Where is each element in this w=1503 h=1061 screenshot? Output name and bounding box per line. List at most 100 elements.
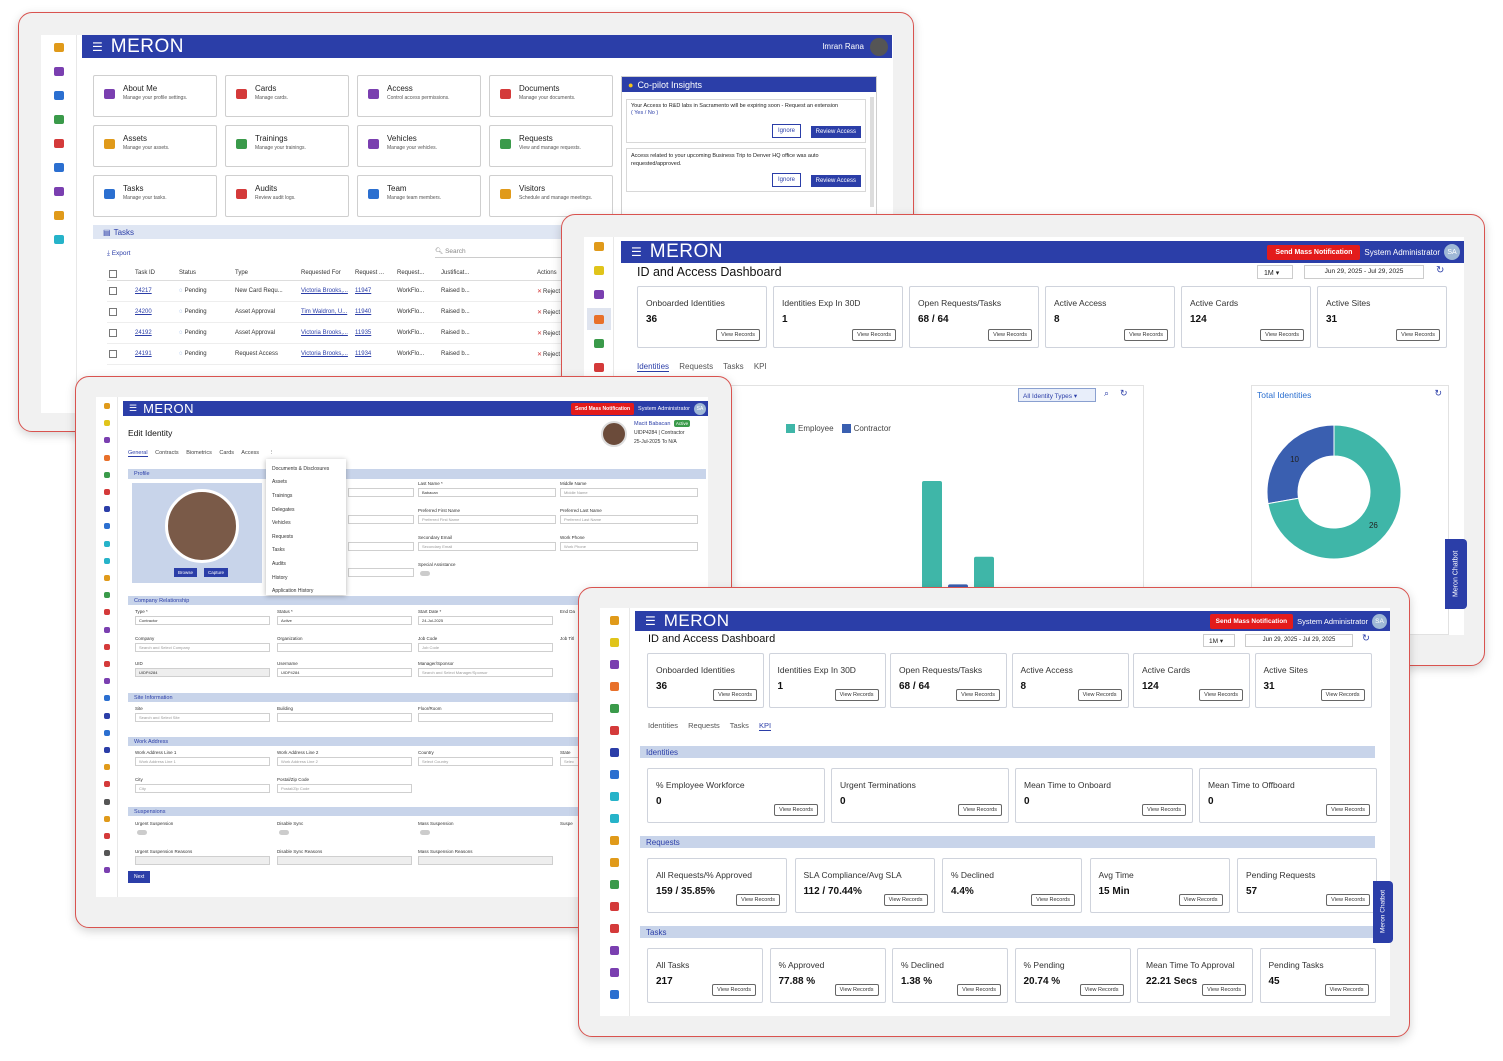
nav-icon[interactable]: [104, 609, 110, 616]
gender-select[interactable]: [348, 515, 414, 524]
view-records-button[interactable]: View Records: [1326, 804, 1370, 816]
nav-icon[interactable]: [104, 747, 110, 753]
menu-icon[interactable]: ☰: [631, 245, 642, 259]
cell-id[interactable]: 24191: [135, 351, 152, 357]
tab-contracts[interactable]: Contracts: [155, 450, 179, 456]
nav-icon[interactable]: [104, 592, 110, 599]
menu-item[interactable]: History: [272, 574, 288, 581]
cell-action[interactable]: ✕Reject: [537, 330, 560, 337]
clipboard-icon[interactable]: [594, 290, 604, 299]
tab-identities[interactable]: Identities: [637, 362, 670, 372]
nav-icon[interactable]: [104, 403, 110, 409]
nav-icon[interactable]: [610, 682, 619, 691]
visitor-icon[interactable]: [54, 211, 64, 220]
period-select[interactable]: 1M ▾: [1257, 265, 1293, 279]
card-icon[interactable]: [54, 235, 64, 244]
middle-name-input[interactable]: Middle Name: [560, 488, 698, 497]
menu-icon[interactable]: ☰: [92, 39, 103, 54]
cell-action[interactable]: ✕Reject: [537, 288, 560, 295]
view-records-button[interactable]: View Records: [1320, 689, 1365, 701]
nav-icon[interactable]: [104, 781, 110, 788]
pref-last-input[interactable]: Preferred Last Name: [560, 515, 698, 524]
table-row[interactable]: 24200 ◌ Pending Asset Approval Tim Waldron, …: [107, 302, 613, 323]
nav-icon[interactable]: [104, 420, 110, 427]
zip-input[interactable]: Postal/Zip Code: [277, 784, 412, 793]
column-header[interactable]: Type: [235, 270, 249, 276]
nav-icon[interactable]: [610, 902, 619, 911]
view-records-button[interactable]: View Records: [1199, 689, 1243, 701]
nav-icon[interactable]: [610, 880, 619, 889]
column-header[interactable]: Task ID: [135, 270, 156, 276]
tab-biometrics[interactable]: Biometrics: [186, 450, 212, 456]
refresh-icon[interactable]: ↻: [1434, 388, 1442, 398]
last-name-input[interactable]: Babacan: [418, 488, 556, 497]
menu-item[interactable]: Application History: [272, 588, 314, 595]
view-records-button[interactable]: View Records: [1077, 689, 1122, 701]
tile-about-me[interactable]: About Me Manage your profile settings.: [93, 75, 217, 117]
start-date-input[interactable]: 24-Jul-2025: [418, 616, 553, 625]
column-header[interactable]: Request ...: [355, 270, 385, 276]
menu-item[interactable]: Requests: [272, 533, 294, 540]
refresh-icon[interactable]: ↻: [1362, 633, 1370, 644]
cell-action[interactable]: ✕Reject: [537, 351, 560, 358]
tab-tasks[interactable]: Tasks: [729, 721, 749, 730]
country-select[interactable]: Select Country: [418, 757, 553, 766]
tab-kpi[interactable]: KPI: [753, 362, 767, 371]
cell-for[interactable]: Tim Waldron, U...: [301, 309, 347, 315]
view-records-button[interactable]: View Records: [883, 894, 928, 906]
nav-icon[interactable]: [610, 638, 619, 647]
wa2-input[interactable]: Work Address Line 2: [277, 757, 412, 766]
nav-icon[interactable]: [104, 695, 110, 702]
chatbot-tab[interactable]: Meron Chatbot: [1373, 881, 1393, 943]
home-icon[interactable]: [594, 242, 604, 251]
tile-trainings[interactable]: Trainings Manage your trainings.: [225, 125, 349, 167]
refresh-icon[interactable]: ↻: [1120, 388, 1128, 398]
document-icon[interactable]: [54, 139, 64, 148]
nav-icon[interactable]: [610, 814, 619, 823]
nav-icon[interactable]: [104, 626, 110, 633]
cell-id[interactable]: 24217: [135, 288, 152, 294]
tab-tasks[interactable]: Tasks: [723, 362, 744, 371]
nav-icon[interactable]: [610, 770, 619, 779]
view-records-button[interactable]: View Records: [1202, 984, 1246, 996]
key-icon[interactable]: [54, 187, 64, 196]
view-records-button[interactable]: View Records: [834, 984, 879, 996]
cell-action[interactable]: ✕Reject: [537, 309, 560, 316]
nav-icon[interactable]: [104, 523, 110, 530]
view-records-button[interactable]: View Records: [1031, 894, 1075, 906]
cell-id[interactable]: 24192: [135, 330, 152, 336]
nav-icon[interactable]: [104, 712, 110, 719]
view-records-button[interactable]: View Records: [834, 689, 879, 701]
view-records-button[interactable]: View Records: [1142, 804, 1186, 816]
list-icon[interactable]: [54, 91, 64, 100]
nav-icon[interactable]: [104, 643, 110, 650]
view-records-button[interactable]: View Records: [988, 329, 1032, 341]
email-input[interactable]: [348, 542, 414, 551]
date-range-input[interactable]: Jun 29, 2025 - Jul 29, 2025: [1245, 634, 1353, 647]
period-select[interactable]: 1M ▾: [1203, 634, 1235, 647]
sec-email-input[interactable]: Secondary Email: [418, 542, 556, 551]
first-name-input[interactable]: [348, 488, 414, 497]
row-checkbox[interactable]: [109, 350, 117, 358]
view-records-button[interactable]: View Records: [716, 329, 760, 341]
tile-access[interactable]: Access Control access permissions.: [357, 75, 481, 117]
row-checkbox[interactable]: [109, 308, 117, 316]
disable-reasons-input[interactable]: [277, 856, 412, 865]
table-row[interactable]: 24191 ◌ Pending Request Access Victoria Broo…: [107, 344, 613, 365]
nav-icon[interactable]: [610, 660, 619, 669]
nav-icon[interactable]: [610, 748, 619, 757]
menu-icon[interactable]: ☰: [129, 403, 138, 413]
tile-assets[interactable]: Assets Manage your assets.: [93, 125, 217, 167]
person-icon[interactable]: [54, 67, 64, 76]
copilot-links[interactable]: ( Yes / No ): [631, 110, 659, 116]
type-select[interactable]: Contractor: [135, 616, 270, 625]
building-select[interactable]: [277, 713, 412, 722]
refresh-icon[interactable]: ↻: [1436, 265, 1445, 276]
grid-icon[interactable]: [594, 363, 604, 372]
tile-visitors[interactable]: Visitors Schedule and manage meetings.: [489, 175, 613, 217]
cell-req[interactable]: 11934: [355, 351, 371, 357]
cell-req[interactable]: 11940: [355, 309, 371, 315]
send-mass-notification-button[interactable]: Send Mass Notification: [1267, 244, 1361, 260]
tile-audits[interactable]: Audits Review audit logs.: [225, 175, 349, 217]
floor-select[interactable]: [418, 713, 553, 722]
